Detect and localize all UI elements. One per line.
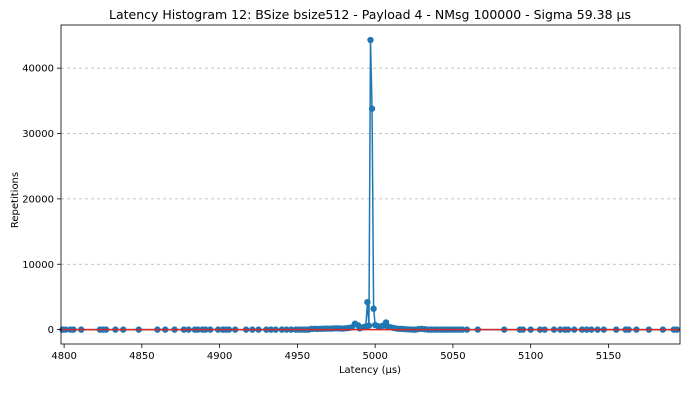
x-tick-label: 4850 — [129, 351, 154, 362]
x-tick-label: 5150 — [596, 351, 621, 362]
data-point — [370, 305, 377, 312]
y-tick-label: 30000 — [22, 129, 54, 140]
x-tick-label: 5000 — [362, 351, 387, 362]
y-tick-label: 40000 — [22, 64, 54, 75]
data-point — [365, 322, 373, 329]
x-tick-label: 4800 — [51, 351, 76, 362]
chart-title: Latency Histogram 12: BSize bsize512 - P… — [109, 7, 631, 22]
data-point — [364, 298, 371, 306]
y-tick-label: 0 — [48, 325, 54, 336]
x-tick-label: 4950 — [285, 351, 310, 362]
x-axis-ticks: 4800 4850 4900 4950 5000 5050 5100 5150 — [51, 344, 621, 362]
data-point — [367, 36, 374, 44]
y-tick-label: 10000 — [22, 260, 54, 271]
data-point — [368, 105, 376, 112]
plot-frame — [60, 24, 681, 345]
x-axis-label: Latency (µs) — [339, 365, 401, 376]
y-axis-label: Repetitions — [10, 172, 21, 228]
x-tick-label: 5100 — [518, 351, 543, 362]
y-axis-ticks: 0 10000 20000 30000 40000 — [22, 64, 61, 336]
x-tick-label: 5050 — [440, 351, 465, 362]
y-tick-label: 20000 — [22, 194, 54, 205]
x-tick-label: 4900 — [207, 351, 232, 362]
y-gridlines — [61, 67, 680, 265]
